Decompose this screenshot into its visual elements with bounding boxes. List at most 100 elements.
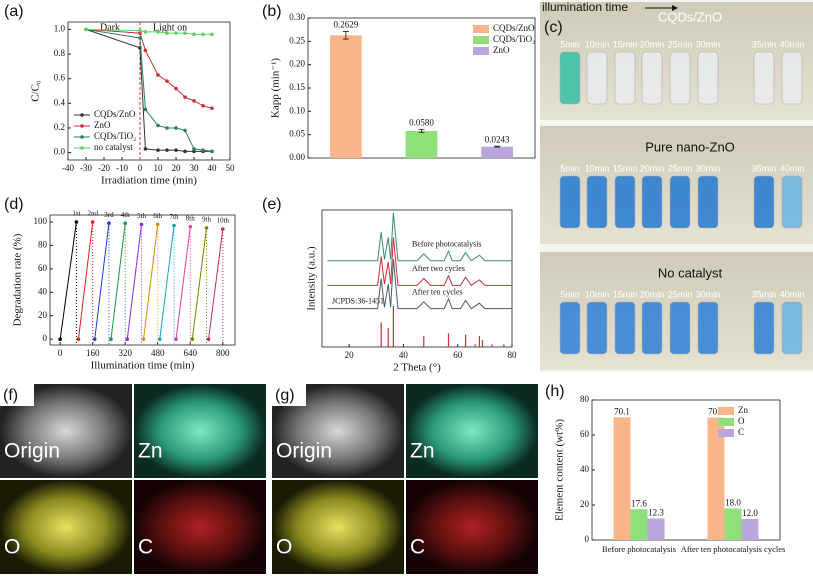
y-axis-label: Element content (wt%) (554, 419, 566, 521)
series-line (110, 223, 126, 340)
point (190, 337, 195, 341)
y-tick-label: 0 (585, 534, 590, 544)
legend-marker (80, 113, 84, 117)
time-label: 30min (696, 163, 721, 173)
y-tick-label: 20 (38, 310, 48, 320)
vial (669, 175, 691, 229)
vial (641, 301, 663, 355)
point (125, 337, 130, 341)
y-tick-label: 0.20 (289, 59, 305, 69)
series-line (191, 227, 208, 340)
x-tick-label: -30 (80, 163, 92, 173)
y-tick-label: 0.10 (289, 105, 305, 115)
map-tile (406, 384, 538, 478)
point (165, 148, 169, 152)
time-label: 40min (780, 163, 805, 173)
x-tick-label: 320 (118, 348, 132, 358)
series-label: 3rd (104, 211, 114, 219)
row-title: CQDs/ZnO (658, 9, 722, 24)
vial (641, 51, 663, 105)
vial (781, 51, 803, 105)
point (165, 31, 169, 35)
point (210, 32, 214, 37)
time-label: 25min (668, 39, 693, 49)
time-label: 15min (613, 163, 638, 173)
x-tick-label: 480 (151, 348, 165, 358)
value-label: 0.0243 (485, 134, 510, 144)
y-tick-label: 0.4 (54, 97, 66, 107)
vial (559, 51, 581, 105)
value-label: 70.1 (614, 406, 630, 416)
point (192, 149, 196, 154)
x-tick-label: Before photocatalysis (602, 544, 676, 554)
vial (753, 51, 775, 105)
y-tick-label: 1.0 (54, 23, 66, 33)
bar (481, 146, 514, 158)
time-label: 5min (560, 163, 580, 173)
point (141, 337, 146, 341)
series-line (85, 28, 213, 152)
y-tick-label: 0.6 (54, 73, 66, 83)
time-label: 10min (585, 163, 610, 173)
y-axis-label: Degradation rate (%) (12, 233, 24, 326)
legend-label: CQDs/TiO₂ (94, 131, 136, 141)
point (174, 86, 178, 91)
legend-label: CQDs/ZnO (493, 23, 535, 33)
point (58, 337, 62, 341)
time-label: 15min (613, 289, 638, 299)
time-label: 20min (640, 289, 665, 299)
panel-label: (a) (4, 3, 24, 20)
value-label: 12.0 (742, 508, 758, 518)
error-bar (418, 129, 425, 133)
point (192, 147, 196, 151)
time-label: 40min (780, 39, 805, 49)
point (174, 31, 178, 35)
point (165, 126, 169, 130)
x-tick-label: 40 (399, 350, 409, 360)
point (183, 128, 187, 133)
map-tile (0, 480, 132, 574)
point (143, 107, 148, 112)
time-label: 10min (585, 289, 610, 299)
series-line (85, 28, 213, 109)
point (201, 32, 205, 37)
series-label: 5th (137, 212, 146, 220)
x-tick-label: 10 (154, 163, 164, 173)
y-tick-label: 0.8 (54, 48, 66, 58)
bar (724, 508, 742, 540)
vial (586, 301, 608, 355)
x-tick-label: 20 (345, 350, 355, 360)
vial (586, 51, 608, 105)
bar (647, 518, 665, 540)
y-tick-label: 0 (43, 333, 48, 343)
tile-label: C (410, 536, 425, 559)
bar (741, 519, 759, 540)
legend-marker (80, 135, 84, 139)
tile-label: Zn (138, 440, 163, 463)
series-line (94, 223, 110, 340)
legend-label: C (738, 427, 744, 437)
y-tick-label: 0.15 (289, 82, 305, 92)
legend-label: CQDs/TiO₂ (493, 34, 535, 44)
arrow-head (672, 5, 678, 11)
series-label: 4th (121, 211, 130, 219)
legend-swatch (473, 36, 489, 44)
panel-label: (e) (262, 196, 282, 213)
time-label: 25min (668, 289, 693, 299)
series-line (208, 228, 224, 340)
time-label: 20min (640, 39, 665, 49)
legend-swatch (718, 429, 734, 437)
y-tick-label: 80 (38, 240, 48, 250)
point (201, 103, 205, 108)
value-label: 70.0 (708, 407, 724, 417)
time-label: 30min (696, 39, 721, 49)
legend-swatch (718, 407, 734, 415)
vial (614, 51, 636, 105)
annotation: Dark (100, 22, 120, 33)
x-tick-label: -20 (98, 163, 110, 173)
time-label: 35min (752, 289, 777, 299)
map-tile (134, 384, 266, 478)
x-tick-label: 40 (208, 163, 218, 173)
series-label: 2nd (87, 210, 98, 218)
y-tick-label: 60 (38, 263, 48, 273)
